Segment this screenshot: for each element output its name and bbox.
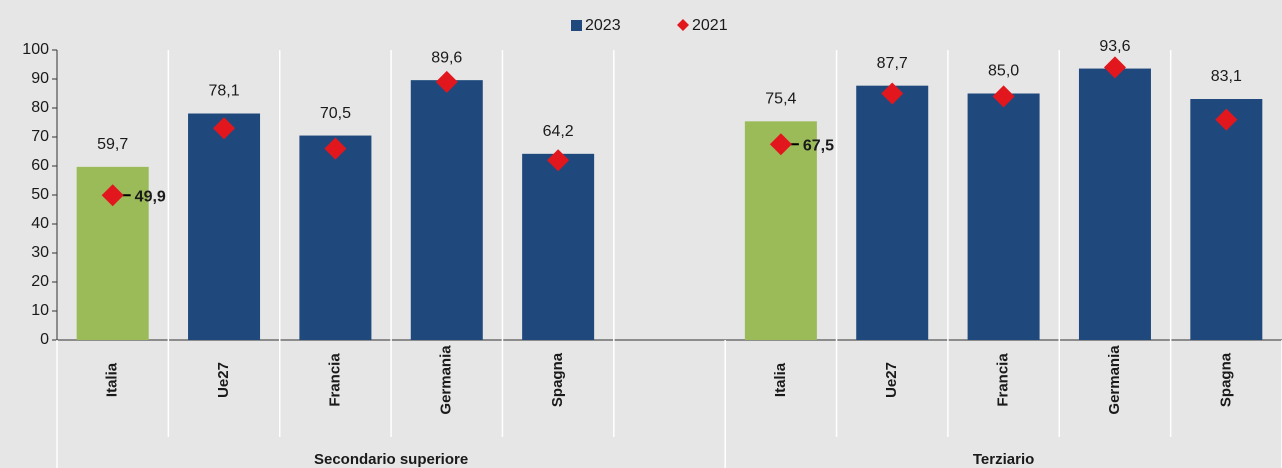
x-tick-label: Germania bbox=[438, 345, 455, 415]
y-tick-label: 100 bbox=[22, 41, 49, 58]
legend-swatch bbox=[677, 19, 689, 31]
marker bbox=[547, 149, 570, 172]
data-label: 67,5 bbox=[803, 137, 834, 154]
legend-label: 2023 bbox=[585, 17, 621, 34]
y-tick-label: 0 bbox=[40, 331, 49, 348]
data-label: 93,6 bbox=[1099, 38, 1130, 55]
bar bbox=[1078, 68, 1151, 340]
y-tick-label: 20 bbox=[31, 273, 49, 290]
x-tick-label: Ue27 bbox=[215, 362, 232, 398]
bar bbox=[856, 85, 929, 340]
data-label: 78,1 bbox=[208, 83, 239, 100]
marker bbox=[1215, 108, 1238, 131]
x-tick-label: Italia bbox=[772, 362, 789, 397]
x-tick-label: Spagna bbox=[1217, 352, 1234, 407]
legend-swatch bbox=[571, 20, 582, 31]
bar bbox=[967, 93, 1040, 340]
data-label: 85,0 bbox=[988, 63, 1019, 80]
x-tick-label: Francia bbox=[995, 353, 1012, 407]
x-tick-label: Spagna bbox=[549, 352, 566, 407]
y-tick-label: 80 bbox=[31, 99, 49, 116]
y-tick-label: 10 bbox=[31, 302, 49, 319]
x-tick-label: Francia bbox=[326, 353, 343, 407]
data-label: 83,1 bbox=[1211, 68, 1242, 85]
data-label: 64,2 bbox=[543, 123, 574, 140]
bar bbox=[299, 135, 372, 340]
marker bbox=[324, 137, 347, 160]
y-tick-label: 40 bbox=[31, 215, 49, 232]
marker bbox=[213, 117, 236, 140]
x-tick-label: Ue27 bbox=[883, 362, 900, 398]
y-tick-label: 50 bbox=[31, 186, 49, 203]
data-label: 49,9 bbox=[135, 189, 166, 206]
x-tick-label: Germania bbox=[1106, 345, 1123, 415]
bar bbox=[1190, 99, 1263, 340]
bar bbox=[410, 80, 483, 340]
y-tick-label: 60 bbox=[31, 157, 49, 174]
y-tick-label: 30 bbox=[31, 244, 49, 261]
bar bbox=[744, 121, 817, 340]
marker bbox=[101, 184, 124, 207]
legend-label: 2021 bbox=[692, 17, 728, 34]
marker bbox=[992, 85, 1015, 108]
bar bbox=[522, 153, 595, 340]
data-label: 75,4 bbox=[765, 91, 796, 108]
marker bbox=[1103, 56, 1126, 79]
bar bbox=[188, 113, 261, 340]
marker bbox=[435, 70, 458, 93]
group-label: Secondario superiore bbox=[314, 451, 468, 468]
marker bbox=[881, 82, 904, 105]
x-tick-label: Italia bbox=[104, 362, 121, 397]
y-tick-label: 90 bbox=[31, 70, 49, 87]
data-label: 87,7 bbox=[877, 55, 908, 72]
data-label: 89,6 bbox=[431, 49, 462, 66]
data-label: 59,7 bbox=[97, 136, 128, 153]
marker bbox=[769, 133, 792, 156]
data-label: 70,5 bbox=[320, 105, 351, 122]
y-tick-label: 70 bbox=[31, 128, 49, 145]
group-label: Terziario bbox=[973, 451, 1034, 468]
